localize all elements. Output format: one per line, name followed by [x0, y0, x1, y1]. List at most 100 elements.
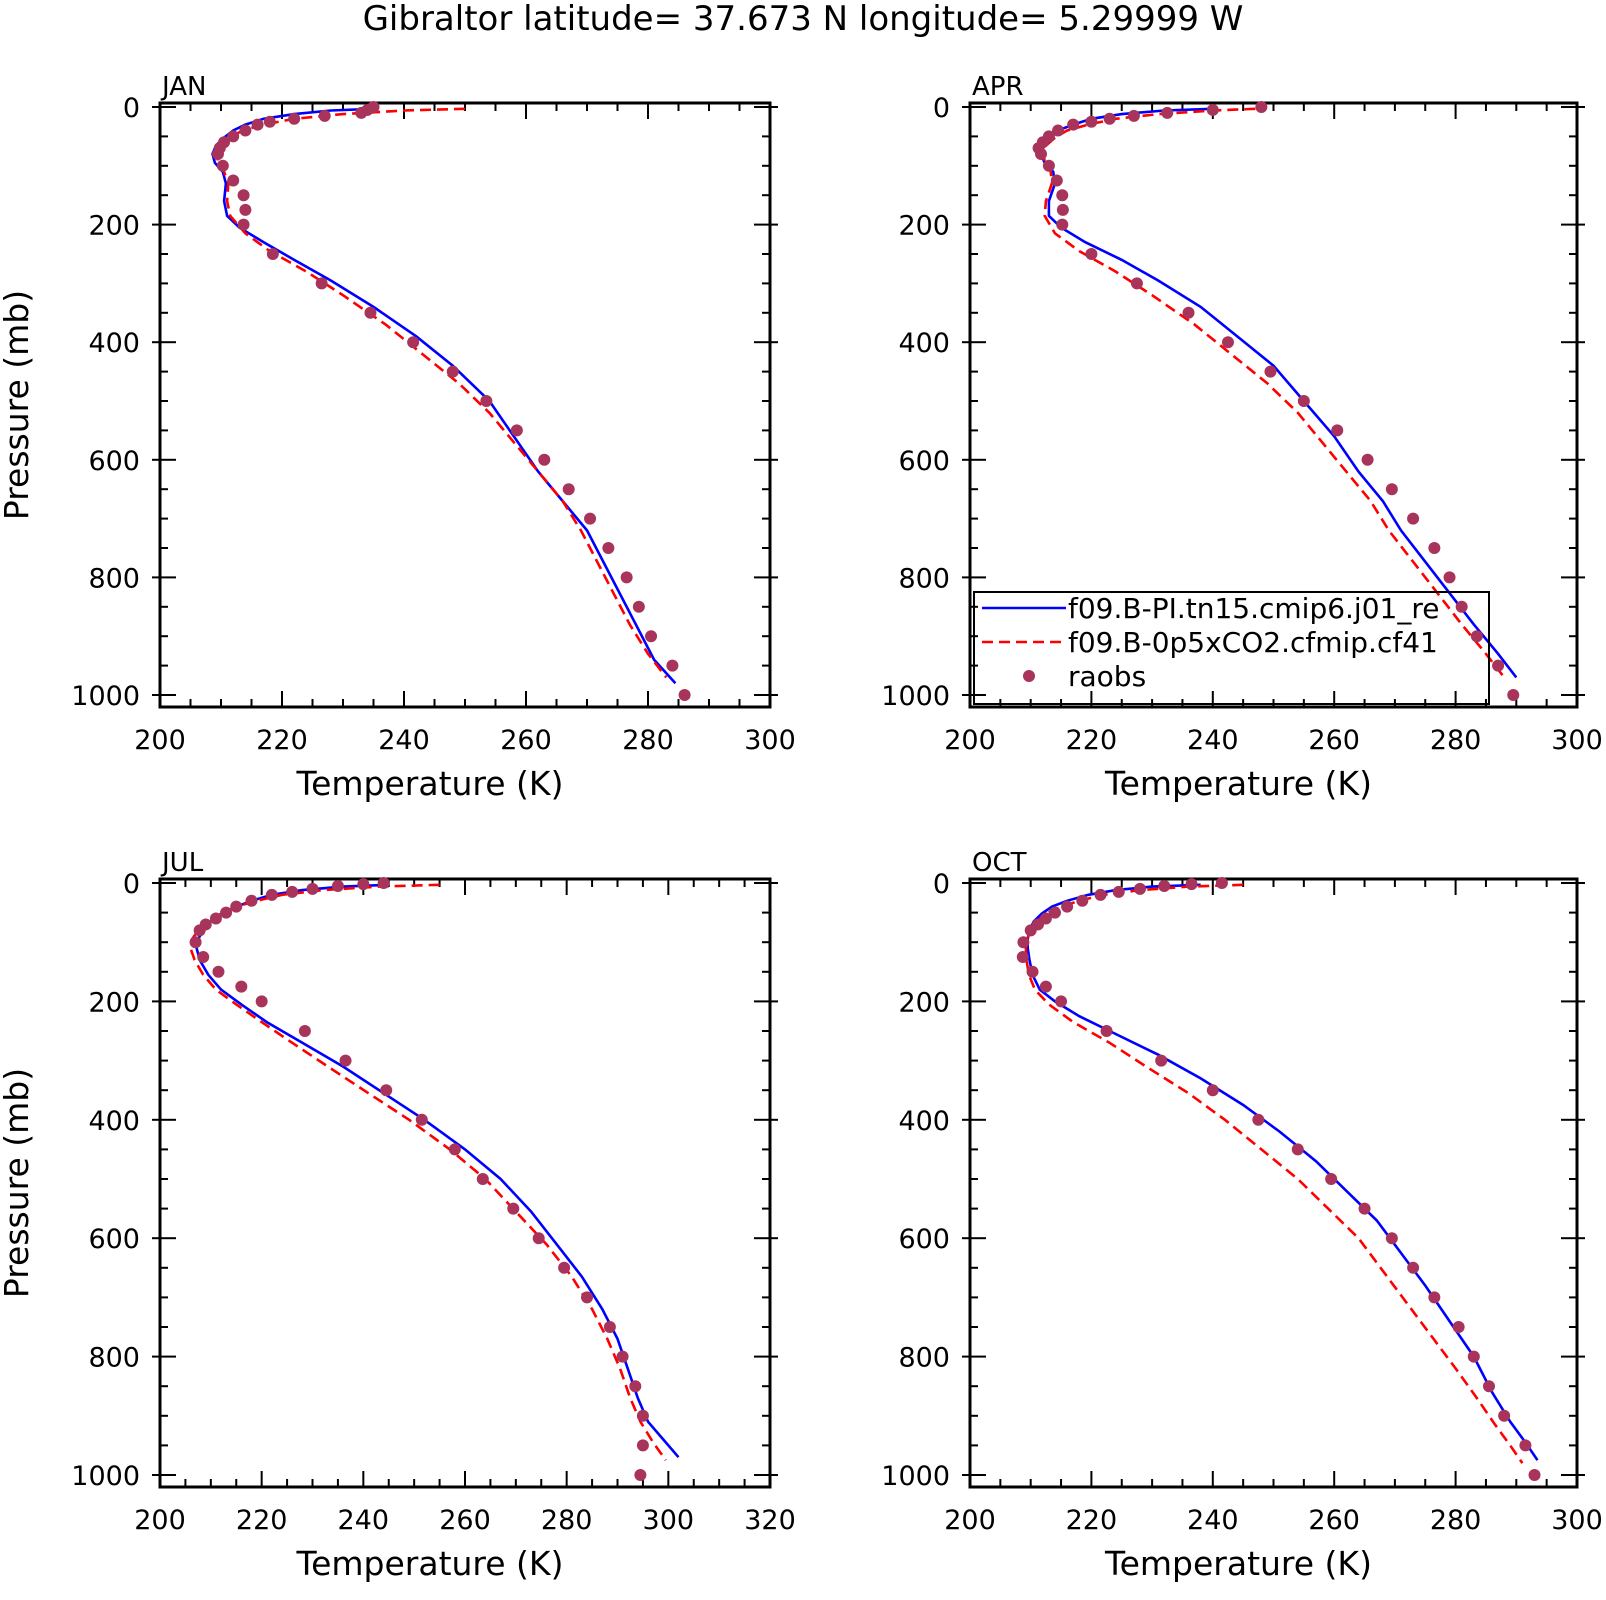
raobs-point — [602, 542, 615, 554]
raobs-point — [407, 336, 420, 349]
raobs-point — [620, 571, 633, 584]
x-tick-label: 220 — [236, 1505, 288, 1536]
raobs-point — [1085, 115, 1098, 128]
raobs-point — [1061, 900, 1074, 913]
raobs-point — [1039, 980, 1052, 993]
raobs-point — [629, 1380, 642, 1393]
x-tick-label: 320 — [744, 1505, 796, 1536]
x-tick-label: 300 — [744, 725, 796, 756]
plot-frame — [968, 877, 1579, 1489]
y-tick-label: 800 — [88, 563, 140, 594]
raobs-point — [266, 248, 279, 260]
x-tick-label: 240 — [378, 725, 430, 756]
raobs-point — [211, 148, 224, 161]
raobs-point — [1331, 424, 1344, 437]
y-tick-label: 800 — [898, 563, 950, 594]
raobs-point — [1428, 1291, 1441, 1304]
raobs-point — [239, 124, 252, 137]
panel-label: OCT — [972, 848, 1027, 878]
panel-label: APR — [972, 72, 1024, 102]
raobs-point — [1255, 101, 1268, 113]
y-tick-label: 400 — [88, 328, 140, 359]
raobs-point — [446, 365, 459, 378]
raobs-point — [237, 218, 250, 231]
x-tick-label: 260 — [500, 725, 552, 756]
raobs-point — [212, 965, 225, 978]
panel-label: JUL — [160, 848, 204, 878]
raobs-point — [1498, 1409, 1511, 1422]
raobs-point — [1206, 103, 1219, 116]
panel-jan: JAN 0 200 400 600 800 1000 200 220 240 260 280 300 Te… — [0, 72, 796, 803]
raobs-markers — [1016, 877, 1541, 1481]
raobs-point — [1017, 936, 1030, 949]
y-tick-label: 400 — [898, 328, 950, 359]
raobs-point — [1455, 600, 1468, 613]
raobs-point — [1127, 109, 1140, 122]
y-tick-label: 1000 — [881, 1461, 950, 1492]
raobs-point — [237, 189, 250, 202]
raobs-point — [220, 906, 233, 919]
x-tick-label: 240 — [1187, 725, 1239, 756]
raobs-point — [1161, 106, 1174, 119]
x-tick-label: 280 — [1430, 1505, 1482, 1536]
raobs-point — [1050, 174, 1063, 187]
raobs-point — [1407, 512, 1420, 525]
plot-frame — [158, 877, 772, 1489]
y-tick-label: 200 — [88, 211, 140, 242]
raobs-point — [558, 1261, 571, 1274]
raobs-point — [288, 112, 301, 125]
raobs-point — [510, 424, 523, 437]
raobs-point — [1056, 189, 1069, 202]
raobs-point — [1291, 1143, 1304, 1156]
raobs-markers — [211, 101, 691, 701]
raobs-point — [1297, 395, 1310, 407]
raobs-point — [1076, 894, 1089, 907]
x-tick-label: 260 — [439, 1505, 491, 1536]
legend-box — [973, 591, 1490, 705]
y-tick-label: 1000 — [71, 1461, 140, 1492]
y-tick-label: 200 — [88, 987, 140, 1018]
x-tick-label: 280 — [541, 1505, 593, 1536]
plot-frame — [158, 101, 772, 709]
raobs-point — [1133, 882, 1146, 895]
raobs-point — [603, 1321, 616, 1333]
y-tick-label: 600 — [898, 446, 950, 477]
raobs-point — [1385, 483, 1398, 496]
raobs-point — [581, 1291, 593, 1304]
y-tick-label: 200 — [898, 987, 950, 1018]
raobs-point — [251, 118, 264, 131]
y-tick-label: 0 — [123, 869, 140, 900]
y-tick-label: 0 — [933, 869, 950, 900]
raobs-point — [1482, 1380, 1495, 1393]
raobs-point — [1016, 951, 1029, 963]
y-tick-label: 200 — [898, 211, 950, 242]
raobs-point — [315, 277, 328, 290]
series-line-pi — [1026, 883, 1539, 1461]
y-tick-label: 0 — [123, 93, 140, 124]
raobs-point — [1507, 689, 1520, 701]
y-tick-label: 600 — [88, 446, 140, 477]
x-tick-label: 220 — [1066, 725, 1118, 756]
raobs-point — [197, 951, 210, 963]
raobs-point — [265, 888, 278, 901]
raobs-point — [1206, 1084, 1219, 1097]
raobs-point — [339, 1054, 352, 1067]
raobs-point — [230, 900, 243, 913]
x-tick-label: 200 — [944, 725, 996, 756]
raobs-point — [216, 159, 229, 172]
series-line-pi — [195, 883, 680, 1459]
raobs-point — [584, 512, 597, 525]
x-tick-label: 220 — [256, 725, 308, 756]
raobs-point — [1155, 1054, 1168, 1067]
y-tick-label: 600 — [898, 1224, 950, 1255]
x-tick-label: 300 — [1551, 725, 1603, 756]
x-tick-label: 260 — [1308, 725, 1360, 756]
raobs-point — [318, 109, 331, 122]
y-tick-label: 600 — [88, 1224, 140, 1255]
legend-marker — [1023, 670, 1035, 682]
raobs-point — [1085, 248, 1098, 260]
raobs-point — [263, 115, 276, 128]
raobs-point — [235, 980, 248, 993]
raobs-point — [1100, 1025, 1113, 1037]
x-axis-label: Temperature (K) — [1104, 1544, 1372, 1583]
